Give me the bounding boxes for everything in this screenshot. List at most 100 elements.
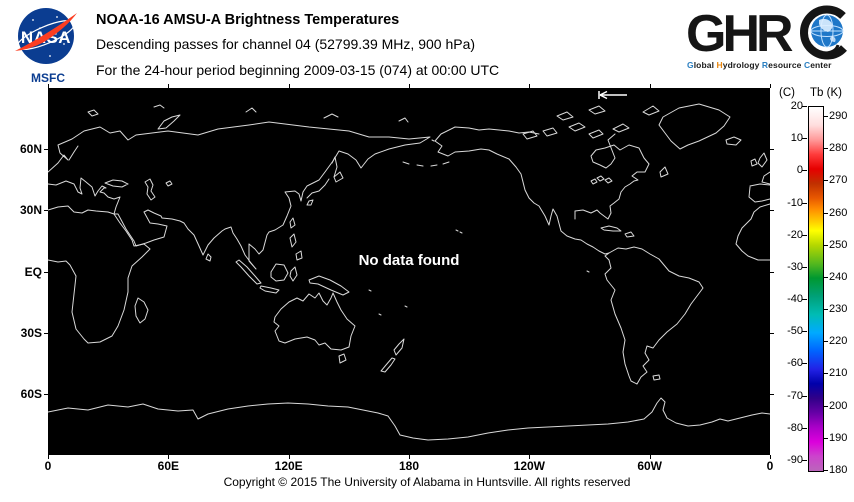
colorbar-tick — [802, 106, 807, 107]
colorbar-tick — [802, 427, 807, 429]
colorbar-gradient — [808, 106, 824, 472]
colorbar-tick — [823, 212, 828, 214]
colorbar-k-label-210: 210 — [829, 367, 848, 380]
coastlines-svg — [47, 90, 771, 441]
swath-arrow-icon — [598, 90, 627, 100]
lon-label-6: 0 — [766, 459, 774, 473]
copyright-text: Copyright © 2015 The University of Alaba… — [223, 475, 631, 489]
colorbar-c-label--30: -30 — [787, 260, 803, 273]
colorbar-tick — [823, 405, 828, 407]
lat-label-30S: 30S — [20, 325, 42, 340]
lat-tick-left — [44, 393, 48, 395]
colorbar-tick — [802, 363, 807, 365]
lat-tick-left — [44, 271, 48, 273]
colorbar-k-label-250: 250 — [829, 238, 848, 251]
lon-label-1: 60E — [157, 459, 179, 473]
lon-tick-bottom — [649, 455, 651, 459]
colorbar-c-label--60: -60 — [787, 357, 803, 370]
colorbar-k-label-280: 280 — [829, 142, 848, 155]
colorbar-c-label--10: -10 — [787, 196, 803, 209]
ghrc-globe-icon — [810, 14, 844, 55]
colorbar-tick — [823, 341, 828, 343]
lat-label-60N: 60N — [19, 142, 42, 157]
nasa-meatball-icon: NASA — [15, 8, 77, 64]
colorbar-tick — [823, 244, 828, 246]
lat-label-60S: 60S — [20, 386, 42, 401]
ghrc-subtitle-part: esource — [768, 60, 804, 70]
lat-label-EQ: EQ — [24, 264, 42, 279]
colorbar-tick — [802, 234, 807, 236]
svg-text:GHR: GHR — [686, 5, 793, 60]
nasa-logo: NASA MSFC — [13, 6, 83, 85]
lon-label-3: 180 — [398, 459, 420, 473]
colorbar-tick — [823, 148, 828, 150]
colorbar-tick — [823, 276, 828, 278]
ghrc-subtitle-part: lobal — [693, 60, 717, 70]
title-line-3: For the 24-hour period beginning 2009-03… — [96, 62, 500, 78]
lat-tick-right — [770, 271, 774, 273]
colorbar-c-label--80: -80 — [787, 421, 803, 434]
lat-tick-right — [770, 393, 774, 395]
colorbar-c-label--40: -40 — [787, 293, 803, 306]
lon-tick-top — [168, 84, 170, 88]
colorbar-tick — [823, 309, 828, 311]
lon-label-2: 120E — [274, 459, 303, 473]
colorbar-tick — [823, 180, 828, 182]
colorbar-k-label-190: 190 — [829, 431, 848, 444]
no-data-label: No data found — [358, 252, 460, 269]
ghrc-logo-icon: GHR — [686, 5, 847, 63]
lat-tick-left — [44, 149, 48, 151]
lon-tick-bottom — [48, 455, 49, 459]
colorbar-c-label-20: 20 — [790, 100, 803, 112]
colorbar-unit-celsius: (C) — [779, 87, 795, 99]
colorbar-k-label-220: 220 — [829, 335, 848, 348]
lon-tick-top — [48, 84, 49, 88]
ghrc-subtitle-part: H — [716, 60, 723, 70]
lon-tick-top — [409, 84, 410, 88]
lat-tick-right — [770, 149, 774, 151]
lon-tick-top — [288, 84, 290, 88]
colorbar-k-label-270: 270 — [829, 174, 848, 187]
colorbar-c-label--70: -70 — [787, 389, 803, 402]
colorbar-tick — [802, 299, 807, 301]
ghrc-subtitle-part: R — [761, 60, 769, 70]
colorbar-k-label-200: 200 — [829, 399, 848, 412]
ghrc-subtitle: Global Hydrology Resource Center — [687, 60, 853, 70]
ghrc-c-letter — [800, 5, 847, 60]
ghrc-subtitle-part: ydrology — [722, 60, 762, 70]
colorbar-k-label-260: 260 — [829, 206, 848, 219]
title-line-2: Descending passes for channel 04 (52799.… — [96, 36, 476, 52]
lat-tick-left — [44, 332, 48, 334]
colorbar-tick — [802, 170, 807, 172]
colorbar-tick — [823, 373, 828, 375]
lat-tick-left — [44, 210, 48, 212]
lon-tick-bottom — [409, 455, 410, 459]
colorbar-tick — [802, 331, 807, 333]
lon-label-0: 0 — [44, 459, 52, 473]
ghrc-subtitle-part: G — [687, 60, 694, 70]
colorbar-unit-kelvin: Tb (K) — [810, 87, 842, 99]
colorbar-k-label-230: 230 — [829, 303, 848, 316]
colorbar-tick — [802, 266, 807, 268]
colorbar-c-label-0: 0 — [796, 164, 803, 177]
lon-tick-top — [529, 84, 531, 88]
ghrc-subtitle-part: enter — [810, 60, 832, 70]
lon-tick-bottom — [770, 455, 771, 459]
map-canvas: No data found — [47, 88, 771, 455]
colorbar-c-label--20: -20 — [787, 228, 803, 241]
colorbar-tick — [802, 138, 807, 140]
colorbar-k-label-290: 290 — [829, 110, 848, 123]
colorbar-c-label--50: -50 — [787, 325, 803, 338]
colorbar-tick — [823, 116, 828, 118]
colorbar-tick — [802, 459, 807, 461]
colorbar-tick — [802, 395, 807, 397]
colorbar-c-label-10: 10 — [790, 132, 803, 145]
lon-label-4: 120W — [513, 459, 545, 473]
title-line-1: NOAA-16 AMSU-A Brightness Temperatures — [96, 12, 400, 28]
lon-tick-top — [770, 84, 771, 88]
lon-label-5: 60W — [637, 459, 662, 473]
lat-tick-right — [770, 210, 774, 212]
lon-tick-bottom — [168, 455, 170, 459]
colorbar-tick — [823, 470, 828, 471]
